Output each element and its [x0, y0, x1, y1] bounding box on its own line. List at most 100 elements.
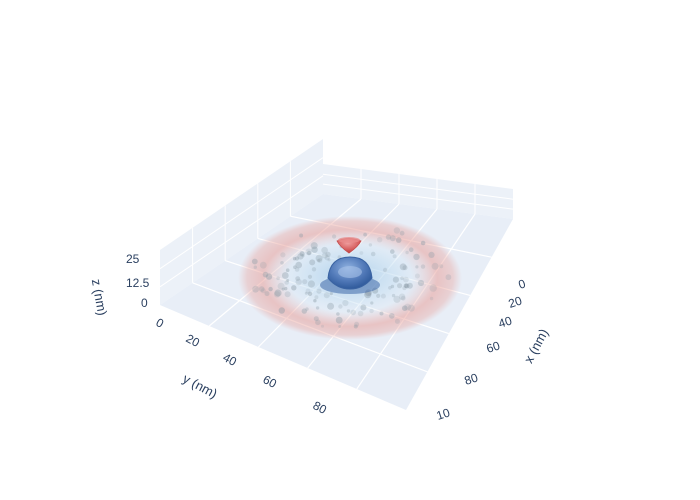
- speckle-point: [285, 268, 290, 273]
- speckle-point: [302, 279, 308, 285]
- back-left-wall: [160, 139, 323, 305]
- x-tick-label: 80: [463, 370, 480, 388]
- speckle-point: [284, 291, 291, 298]
- speckle-point: [403, 283, 409, 289]
- z-axis-title: z (nm): [89, 278, 110, 317]
- speckle-point: [293, 265, 297, 270]
- speckle-point: [380, 293, 386, 299]
- speckle-point: [311, 246, 318, 253]
- speckle-point: [402, 305, 408, 312]
- speckle-point: [321, 246, 328, 254]
- speckle-point: [370, 251, 376, 257]
- speckle-point: [258, 286, 265, 292]
- speckle-point: [304, 291, 308, 295]
- speckle-point: [310, 242, 318, 250]
- speckle-point: [354, 321, 360, 327]
- x-tick-label: 20: [507, 293, 524, 311]
- speckle-point: [392, 276, 399, 283]
- speckle-point: [260, 288, 266, 294]
- speckle-point: [398, 293, 406, 300]
- speckle-point: [251, 258, 258, 265]
- speckle-point: [307, 291, 313, 296]
- speckle-point: [276, 276, 280, 281]
- speckle-point: [316, 258, 321, 263]
- speckle-point: [368, 243, 373, 247]
- speckle-point: [402, 286, 407, 291]
- speckle-point: [363, 232, 367, 237]
- speckle-point: [316, 288, 322, 294]
- wall-grid-line: [322, 183, 514, 210]
- speckle-point: [299, 233, 304, 238]
- x-axis-title: x (nm): [521, 326, 552, 366]
- speckle-point: [305, 307, 309, 311]
- y-axis-title: y (nm): [180, 371, 220, 402]
- speckle-point: [307, 280, 315, 288]
- speckle-point: [360, 304, 367, 311]
- x-tick-label: 60: [485, 338, 502, 356]
- speckle-point: [399, 230, 405, 236]
- speckle-point: [294, 256, 300, 261]
- speckle-point: [379, 311, 384, 316]
- speckle-point: [252, 285, 259, 293]
- speckle-point: [402, 265, 408, 271]
- speckle-point: [335, 316, 343, 324]
- speckle-point: [357, 310, 364, 317]
- speckle-point: [431, 262, 439, 270]
- wall-grid-line: [159, 157, 324, 270]
- speckle-point: [317, 258, 323, 263]
- speckle-point: [338, 325, 342, 328]
- speckle-point: [417, 279, 425, 287]
- speckle-point: [315, 319, 321, 326]
- speckle-point: [281, 272, 289, 279]
- speckle-point: [311, 267, 317, 272]
- y-tick-label: 80: [311, 398, 330, 417]
- speckle-point: [321, 252, 328, 259]
- speckle-point: [274, 289, 282, 297]
- speckle-point: [332, 234, 337, 239]
- speckle-point: [369, 308, 374, 314]
- y-tick-label: 60: [261, 372, 280, 391]
- red-isosurface: [336, 237, 362, 254]
- speckle-point: [445, 274, 452, 281]
- speckle-point: [280, 252, 286, 258]
- speckle-point: [391, 293, 396, 298]
- speckle-point: [388, 286, 392, 290]
- speckle-point: [277, 282, 285, 290]
- speckle-point: [346, 309, 351, 313]
- speckle-point: [377, 237, 383, 243]
- speckle-point: [273, 291, 281, 298]
- speckle-point: [327, 258, 331, 262]
- speckle-point: [295, 261, 303, 269]
- x-tick-labels: 0 20 40 60 80 10: [435, 276, 528, 422]
- speckle-point: [415, 265, 419, 269]
- speckle-point: [336, 312, 340, 316]
- x-tick-label: 0: [517, 276, 528, 291]
- blue-isosurface: [320, 256, 380, 294]
- speckle-point: [314, 295, 319, 300]
- wall-grid-line: [322, 173, 514, 200]
- speckle-point: [259, 261, 267, 269]
- speckle-point: [327, 302, 335, 310]
- speckle-point: [301, 308, 307, 314]
- speckle-point: [264, 291, 270, 297]
- speckle-point: [299, 251, 305, 257]
- speckle-point: [323, 292, 330, 299]
- speckle-point: [439, 264, 444, 269]
- speckle-point: [394, 318, 400, 324]
- speckle-point: [420, 240, 426, 246]
- speckle-point: [407, 304, 415, 312]
- speckle-point: [353, 324, 358, 329]
- speckle-point: [408, 247, 414, 252]
- x-tick-label: 40: [497, 313, 514, 331]
- speckle-point: [404, 283, 410, 289]
- speckle-point: [376, 293, 381, 298]
- x-tick-label: 10: [435, 405, 452, 423]
- y-tick-label: 40: [221, 350, 240, 369]
- speckle-point: [405, 250, 409, 255]
- speckle-point: [292, 257, 297, 261]
- speckle-point: [321, 324, 324, 328]
- speckle-point: [370, 301, 374, 305]
- speckle-point: [429, 284, 437, 292]
